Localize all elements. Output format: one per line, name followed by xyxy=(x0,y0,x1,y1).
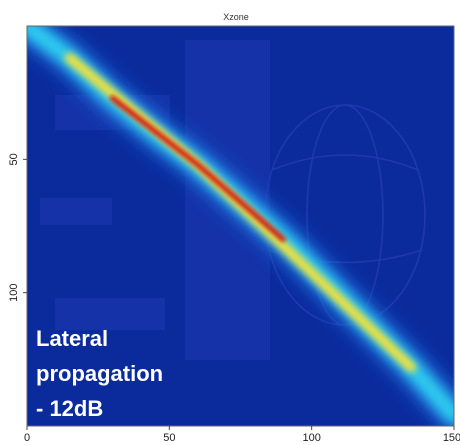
x-tick-label: 150 xyxy=(443,432,460,444)
y-tick-label: 100 xyxy=(8,283,20,301)
watermark-shape-b xyxy=(40,198,112,225)
annotation-line-3: - 12dB xyxy=(36,396,103,421)
y-tick-label: 50 xyxy=(8,153,20,165)
watermark-shape-c xyxy=(55,298,165,330)
chart-title: Xzone xyxy=(223,12,249,22)
watermark-globe-parallel-1 xyxy=(271,154,419,171)
annotation-line-1: Lateral xyxy=(36,326,108,351)
watermark-globe-meridian xyxy=(306,104,384,326)
y-axis-ticks: 50 100 xyxy=(8,153,27,302)
x-tick-label: 50 xyxy=(163,432,175,444)
annotation: Lateral propagation - 12dB xyxy=(36,326,163,421)
ridge-red-core xyxy=(109,95,286,242)
x-tick-label: 0 xyxy=(24,432,30,444)
plot-frame xyxy=(26,25,455,427)
x-tick-label: 100 xyxy=(302,432,320,444)
x-axis-ticks: 0 50 100 150 xyxy=(24,426,460,444)
ridge-layers xyxy=(27,26,454,426)
annotation-line-2: propagation xyxy=(36,361,163,386)
